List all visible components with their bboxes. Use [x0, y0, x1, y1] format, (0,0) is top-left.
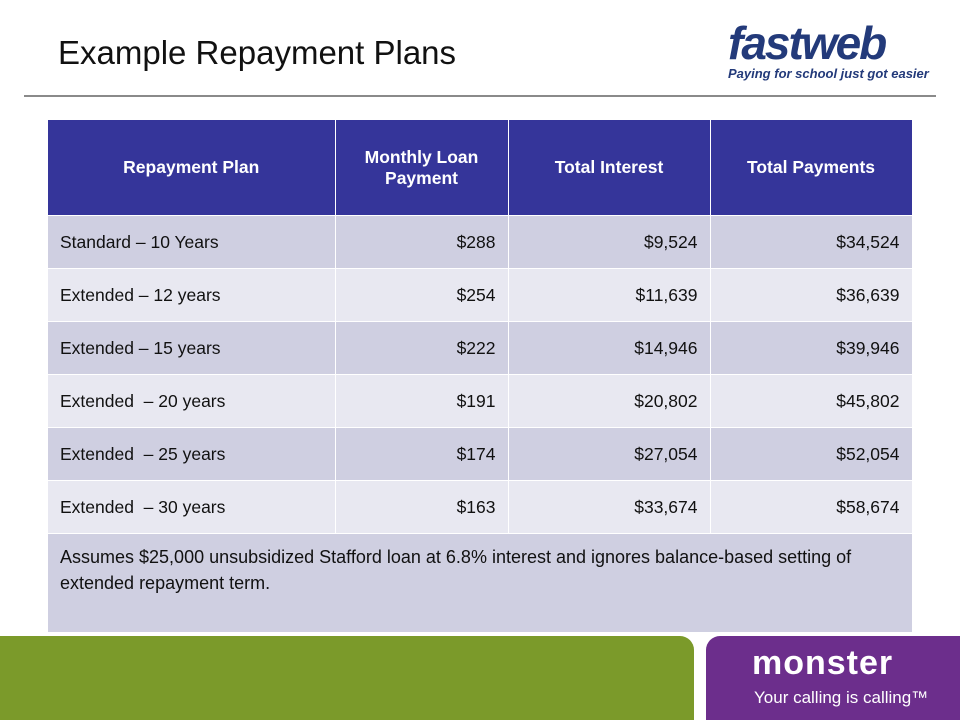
- table-row: Extended – 25 years $174 $27,054 $52,054: [48, 427, 913, 481]
- fastweb-logo: fastweb Paying for school just got easie…: [728, 18, 948, 81]
- plan-cell: Extended – 25 years: [48, 427, 336, 481]
- amount-cell: $174: [335, 427, 509, 481]
- column-header: Total Payments: [710, 120, 913, 216]
- amount-cell: $52,054: [710, 427, 913, 481]
- footer-tagline: Your calling is calling™: [754, 688, 929, 707]
- column-header: Monthly Loan Payment: [335, 120, 509, 216]
- table-row: Extended – 20 years $191 $20,802 $45,802: [48, 374, 913, 428]
- plan-cell: Extended – 20 years: [48, 374, 336, 428]
- amount-cell: $34,524: [710, 215, 913, 269]
- footer-band-green: [0, 636, 694, 720]
- amount-cell: $27,054: [508, 427, 711, 481]
- table-row: Extended – 12 years $254 $11,639 $36,639: [48, 268, 913, 322]
- table-row: Standard – 10 Years $288 $9,524 $34,524: [48, 215, 913, 269]
- amount-cell: $11,639: [508, 268, 711, 322]
- amount-cell: $254: [335, 268, 509, 322]
- amount-cell: $20,802: [508, 374, 711, 428]
- amount-cell: $14,946: [508, 321, 711, 375]
- note-row: Assumes $25,000 unsubsidized Stafford lo…: [48, 533, 913, 632]
- column-header: Total Interest: [508, 120, 711, 216]
- logo-tagline: Paying for school just got easier: [728, 66, 929, 81]
- plan-cell: Standard – 10 Years: [48, 215, 336, 269]
- slide-title: Example Repayment Plans: [58, 34, 457, 71]
- amount-cell: $33,674: [508, 480, 711, 534]
- table-row: Extended – 30 years $163 $33,674 $58,674: [48, 480, 913, 534]
- plan-cell: Extended – 15 years: [48, 321, 336, 375]
- amount-cell: $9,524: [508, 215, 711, 269]
- column-header: Repayment Plan: [48, 120, 336, 216]
- amount-cell: $288: [335, 215, 509, 269]
- footer-brand: monster: [752, 644, 894, 682]
- footer-band-purple: [706, 636, 960, 720]
- plan-cell: Extended – 12 years: [48, 268, 336, 322]
- amount-cell: $58,674: [710, 480, 913, 534]
- amount-cell: $45,802: [710, 374, 913, 428]
- plan-cell: Extended – 30 years: [48, 480, 336, 534]
- amount-cell: $36,639: [710, 268, 913, 322]
- logo-name: fastweb: [728, 17, 887, 69]
- amount-cell: $191: [335, 374, 509, 428]
- header-row: Repayment Plan Monthly Loan Payment Total …: [48, 120, 913, 216]
- table-row: Extended – 15 years $222 $14,946 $39,946: [48, 321, 913, 375]
- title-rule: [24, 95, 936, 97]
- amount-cell: $39,946: [710, 321, 913, 375]
- amount-cell: $163: [335, 480, 509, 534]
- amount-cell: $222: [335, 321, 509, 375]
- repayment-table: Repayment Plan Monthly Loan Payment Total …: [48, 120, 913, 632]
- table-note: Assumes $25,000 unsubsidized Stafford lo…: [48, 533, 913, 632]
